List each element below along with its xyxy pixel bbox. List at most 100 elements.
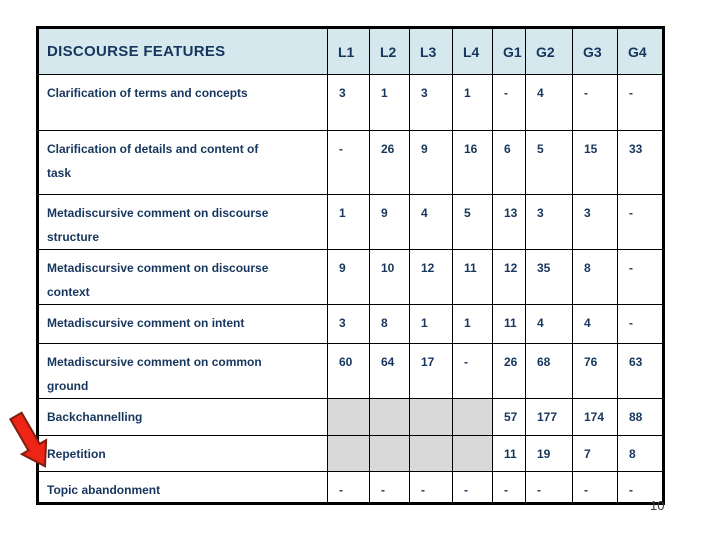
value-cell: 4 (409, 194, 453, 250)
table-row: Clarification of details and content of … (37, 130, 664, 195)
value-cell: - (525, 471, 573, 504)
feature-cell: Metadiscursive comment on common ground (37, 343, 328, 399)
value-cell: - (617, 249, 664, 305)
table-body: Clarification of terms and concepts 3 1 3 1-… (37, 74, 664, 504)
feature-cell: Topic abandonment (37, 471, 328, 504)
value-cell: 5 (525, 130, 573, 195)
value-cell: 7 (572, 435, 618, 472)
table-row: Repetition 11 19 7 8 (37, 435, 664, 472)
value-cell: - (572, 471, 618, 504)
red-arrow-icon (9, 411, 48, 468)
column-header-g2: G2 (525, 27, 573, 75)
value-cell: - (492, 74, 526, 131)
value-cell: 16 (452, 130, 493, 195)
column-header-l3: L3 (409, 27, 453, 75)
value-cell: 26 (369, 130, 410, 195)
value-cell: 1 (452, 74, 493, 131)
value-cell: 8 (369, 304, 410, 344)
feature-cell: Clarification of details and content of … (37, 130, 328, 195)
table-row: Metadiscursive comment on discourse cont… (37, 249, 664, 305)
value-cell: 11 (492, 304, 526, 344)
value-cell: 9 (409, 130, 453, 195)
value-cell: 19 (525, 435, 573, 472)
feature-cell: Backchannelling (37, 398, 328, 436)
value-cell: 4 (525, 74, 573, 131)
value-cell: 1 (452, 304, 493, 344)
value-cell: 64 (369, 343, 410, 399)
table-row: Backchannelling 57 177 174 88 (37, 398, 664, 436)
value-cell: 57 (492, 398, 526, 436)
shaded-empty-cell (409, 435, 453, 472)
value-cell: 26 (492, 343, 526, 399)
column-header-g4: G4 (617, 27, 664, 75)
shaded-empty-cell (327, 435, 370, 472)
value-cell: - (617, 471, 664, 504)
table-row: Metadiscursive comment on common ground 6… (37, 343, 664, 399)
value-cell: 10 (369, 249, 410, 305)
table-header-feature: DISCOURSE FEATURES (37, 27, 328, 75)
value-cell: 1 (409, 304, 453, 344)
value-cell: 3 (327, 304, 370, 344)
value-cell: 63 (617, 343, 664, 399)
value-cell: 12 (409, 249, 453, 305)
shaded-empty-cell (409, 398, 453, 436)
value-cell: 15 (572, 130, 618, 195)
value-cell: 3 (409, 74, 453, 131)
value-cell: - (452, 471, 493, 504)
column-header-g3: G3 (572, 27, 618, 75)
value-cell: - (492, 471, 526, 504)
column-header-l2: L2 (369, 27, 410, 75)
value-cell: 4 (572, 304, 618, 344)
value-cell: 1 (369, 74, 410, 131)
value-cell: 8 (617, 435, 664, 472)
page-number: 10 (650, 498, 665, 513)
value-cell: 4 (525, 304, 573, 344)
value-cell: - (409, 471, 453, 504)
feature-cell: Metadiscursive comment on discourse stru… (37, 194, 328, 250)
shaded-empty-cell (452, 398, 493, 436)
value-cell: 33 (617, 130, 664, 195)
table-header-row: DISCOURSE FEATURES L1 L2 L3 L4 G1 G2 G3 G4 (37, 27, 664, 75)
table-row: Clarification of terms and concepts 3 1 3 1-… (37, 74, 664, 131)
shaded-empty-cell (452, 435, 493, 472)
table-row: Metadiscursive comment on discourse stru… (37, 194, 664, 250)
value-cell: 5 (452, 194, 493, 250)
value-cell: 11 (452, 249, 493, 305)
value-cell: 12 (492, 249, 526, 305)
value-cell: 88 (617, 398, 664, 436)
value-cell: 60 (327, 343, 370, 399)
value-cell: 35 (525, 249, 573, 305)
value-cell: - (617, 194, 664, 250)
value-cell: - (327, 471, 370, 504)
shaded-empty-cell (327, 398, 370, 436)
value-cell: 76 (572, 343, 618, 399)
shaded-empty-cell (369, 398, 410, 436)
value-cell: 9 (369, 194, 410, 250)
value-cell: 3 (327, 74, 370, 131)
feature-cell: Metadiscursive comment on intent (37, 304, 328, 344)
column-header-l4: L4 (452, 27, 493, 75)
value-cell: 177 (525, 398, 573, 436)
value-cell: - (572, 74, 618, 131)
feature-cell: Clarification of terms and concepts (37, 74, 328, 131)
feature-cell: Repetition (37, 435, 328, 472)
value-cell: 13 (492, 194, 526, 250)
shaded-empty-cell (369, 435, 410, 472)
value-cell: 174 (572, 398, 618, 436)
feature-cell: Metadiscursive comment on discourse cont… (37, 249, 328, 305)
value-cell: 3 (525, 194, 573, 250)
value-cell: - (327, 130, 370, 195)
column-header-l1: L1 (327, 27, 370, 75)
value-cell: 17 (409, 343, 453, 399)
value-cell: 11 (492, 435, 526, 472)
value-cell: - (369, 471, 410, 504)
value-cell: 68 (525, 343, 573, 399)
value-cell: 8 (572, 249, 618, 305)
value-cell: 9 (327, 249, 370, 305)
value-cell: - (617, 74, 664, 131)
value-cell: - (452, 343, 493, 399)
value-cell: 6 (492, 130, 526, 195)
table-row: Topic abandonment - - - - - - - - (37, 471, 664, 504)
value-cell: 3 (572, 194, 618, 250)
